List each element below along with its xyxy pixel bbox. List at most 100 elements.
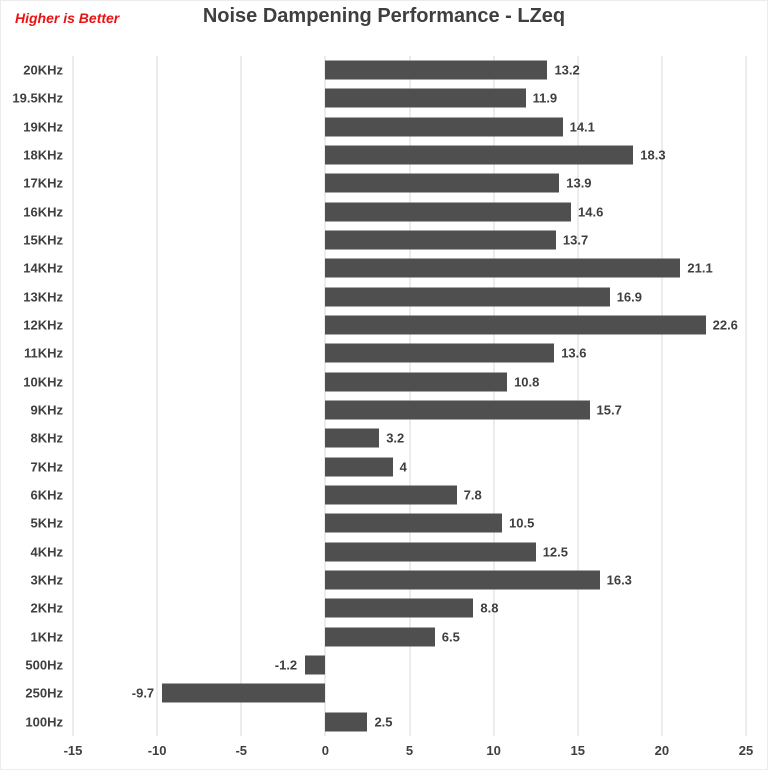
category-label: 6KHz — [30, 487, 63, 503]
x-tick-label: 5 — [405, 743, 414, 758]
x-tick-label: 15 — [570, 743, 585, 758]
x-axis: -15 -10 -5 0 5 10 15 20 25 — [64, 736, 754, 766]
category-label: 7KHz — [30, 459, 63, 475]
value-label: 16.3 — [606, 572, 632, 588]
chart-row: 18KHz 18.3 — [23, 141, 746, 169]
x-tick-label: 25 — [738, 743, 754, 758]
category-label: 18KHz — [23, 147, 63, 163]
value-label: 22.6 — [712, 317, 738, 333]
bar — [325, 542, 536, 562]
chart-row: 13KHz 16.9 — [23, 283, 746, 311]
value-label: 13.9 — [566, 175, 592, 191]
bar — [325, 485, 457, 505]
value-label: 2.5 — [374, 714, 393, 730]
chart-row: 20KHz 13.2 — [23, 56, 746, 84]
chart-row: 11KHz 13.6 — [24, 339, 746, 367]
category-label: 20KHz — [23, 62, 63, 78]
value-label: 8.8 — [480, 600, 499, 616]
category-label: 15KHz — [23, 232, 63, 248]
chart-title: Noise Dampening Performance - LZeq — [202, 5, 566, 27]
chart-row: 10KHz 10.8 — [23, 368, 746, 396]
value-label: -1.2 — [274, 657, 298, 673]
chart-row: 15KHz 13.7 — [23, 226, 746, 254]
category-label: 10KHz — [23, 374, 63, 390]
category-label: 250Hz — [25, 685, 63, 701]
bar — [325, 145, 634, 165]
chart-row: 250Hz -9.7 — [25, 679, 746, 707]
category-label: 12KHz — [23, 317, 63, 333]
bar — [162, 683, 326, 703]
x-tick-label: 10 — [486, 743, 501, 758]
chart-row: 8KHz 3.2 — [30, 424, 746, 452]
bar — [325, 627, 435, 647]
chart-row: 2KHz 8.8 — [30, 594, 746, 622]
x-tick-label: 0 — [321, 743, 329, 758]
value-label: 13.2 — [554, 62, 580, 78]
value-label: 6.5 — [441, 629, 460, 645]
bar — [325, 598, 474, 618]
gridline — [156, 56, 158, 736]
value-label: 7.8 — [463, 487, 482, 503]
category-label: 19KHz — [23, 119, 63, 135]
bar — [325, 400, 590, 420]
value-label: 15.7 — [596, 402, 622, 418]
chart-row: 500Hz -1.2 — [25, 651, 746, 679]
value-label: 11.9 — [532, 90, 558, 106]
gridline — [240, 56, 242, 736]
category-label: 4KHz — [30, 544, 63, 560]
bar — [325, 513, 503, 533]
gridline — [745, 56, 747, 736]
category-label: 5KHz — [30, 515, 63, 531]
x-tick-label: -5 — [235, 743, 248, 758]
bar — [325, 88, 526, 108]
value-label: 12.5 — [542, 544, 568, 560]
value-label: 14.1 — [569, 119, 595, 135]
bar — [325, 343, 555, 363]
chart-row: 5KHz 10.5 — [30, 509, 746, 537]
category-label: 2KHz — [30, 600, 63, 616]
chart-row: 12KHz 22.6 — [23, 311, 746, 339]
chart-row: 100Hz 2.5 — [25, 708, 746, 736]
bar — [325, 315, 706, 335]
chart-row: 7KHz 4 — [30, 453, 746, 481]
plot-area: 20KHz 13.2 19.5KHz 11.9 19KHz 14.1 18KHz 18.3 17… — [12, 56, 747, 736]
category-label: 13KHz — [23, 289, 63, 305]
gridline — [661, 56, 663, 736]
value-label: -9.7 — [131, 685, 155, 701]
bar — [325, 287, 610, 307]
category-label: 3KHz — [30, 572, 63, 588]
gridline — [493, 56, 495, 736]
chart-row: 4KHz 12.5 — [30, 538, 746, 566]
category-label: 14KHz — [23, 260, 63, 276]
bar — [325, 457, 393, 477]
chart-row: 1KHz 6.5 — [30, 623, 746, 651]
x-tick-label: -15 — [63, 743, 83, 758]
bar — [325, 372, 508, 392]
value-label: 16.9 — [616, 289, 643, 305]
bar — [325, 258, 681, 278]
bar — [325, 117, 563, 137]
gridline — [324, 56, 326, 736]
bar — [305, 655, 326, 675]
gridline — [409, 56, 410, 736]
bar — [325, 712, 368, 732]
category-label: 9KHz — [30, 402, 63, 418]
gridline — [72, 56, 74, 736]
chart-row: 19.5KHz 11.9 — [12, 84, 746, 112]
value-label: 10.5 — [509, 515, 535, 531]
chart-row: 14KHz 21.1 — [23, 254, 746, 282]
value-label: 3.2 — [386, 430, 405, 446]
value-label: 4 — [399, 459, 407, 475]
higher-is-better-note: Higher is Better — [15, 10, 120, 26]
x-tick-label: 20 — [654, 743, 670, 758]
value-label: 10.8 — [514, 374, 540, 390]
category-label: 1KHz — [30, 629, 63, 645]
chart-row: 19KHz 14.1 — [23, 113, 746, 141]
chart-row: 17KHz 13.9 — [23, 169, 746, 197]
x-tick-label: -10 — [147, 743, 167, 758]
bar — [325, 428, 380, 448]
category-label: 19.5KHz — [12, 90, 63, 106]
bar-rows: 20KHz 13.2 19.5KHz 11.9 19KHz 14.1 18KHz 18.3 17… — [12, 56, 746, 736]
category-label: 16KHz — [23, 204, 63, 220]
value-label: 14.6 — [578, 204, 604, 220]
